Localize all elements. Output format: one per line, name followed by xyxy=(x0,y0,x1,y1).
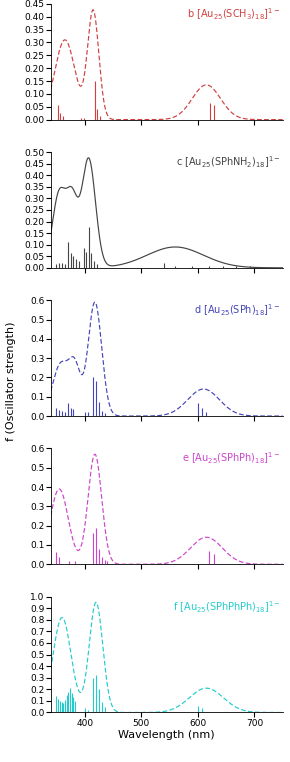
Text: c [Au$_{25}$(SPhNH$_2$)$_{18}$]$^{1-}$: c [Au$_{25}$(SPhNH$_2$)$_{18}$]$^{1-}$ xyxy=(176,155,280,170)
Text: f (Oscillator strength): f (Oscillator strength) xyxy=(6,322,16,440)
Text: f [Au$_{25}$(SPhPhPh)$_{18}$]$^{1-}$: f [Au$_{25}$(SPhPhPh)$_{18}$]$^{1-}$ xyxy=(173,599,280,615)
Text: e [Au$_{25}$(SPhPh)$_{18}$]$^{1-}$: e [Au$_{25}$(SPhPh)$_{18}$]$^{1-}$ xyxy=(182,451,280,466)
X-axis label: Wavelength (nm): Wavelength (nm) xyxy=(118,731,215,741)
Text: d [Au$_{25}$(SPh)$_{18}$]$^{1-}$: d [Au$_{25}$(SPh)$_{18}$]$^{1-}$ xyxy=(194,303,280,319)
Text: b [Au$_{25}$(SCH$_3$)$_{18}$]$^{1-}$: b [Au$_{25}$(SCH$_3$)$_{18}$]$^{1-}$ xyxy=(187,6,280,22)
